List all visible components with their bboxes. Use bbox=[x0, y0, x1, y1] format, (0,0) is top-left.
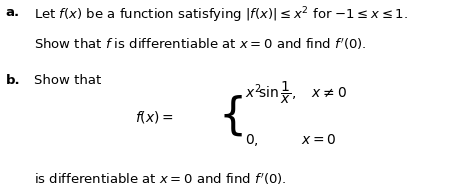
Text: a.: a. bbox=[5, 6, 19, 18]
Text: Show that: Show that bbox=[34, 74, 101, 87]
Text: is differentiable at $x = 0$ and find $f'(0)$.: is differentiable at $x = 0$ and find $f… bbox=[34, 172, 286, 185]
Text: $f(x)=$: $f(x)=$ bbox=[135, 109, 174, 125]
Text: {: { bbox=[219, 95, 247, 138]
Text: Show that $f$ is differentiable at $x = 0$ and find $f'(0)$.: Show that $f$ is differentiable at $x = … bbox=[34, 37, 366, 53]
Text: Let $f(x)$ be a function satisfying $|f(x)| \leq x^2$ for $-1 \leq x \leq 1$.: Let $f(x)$ be a function satisfying $|f(… bbox=[34, 6, 408, 25]
Text: b.: b. bbox=[5, 74, 20, 87]
Text: $x^2\!\sin\dfrac{1}{x},\quad x\neq 0$: $x^2\!\sin\dfrac{1}{x},\quad x\neq 0$ bbox=[245, 79, 347, 106]
Text: $0,\qquad\quad x=0$: $0,\qquad\quad x=0$ bbox=[245, 132, 337, 148]
